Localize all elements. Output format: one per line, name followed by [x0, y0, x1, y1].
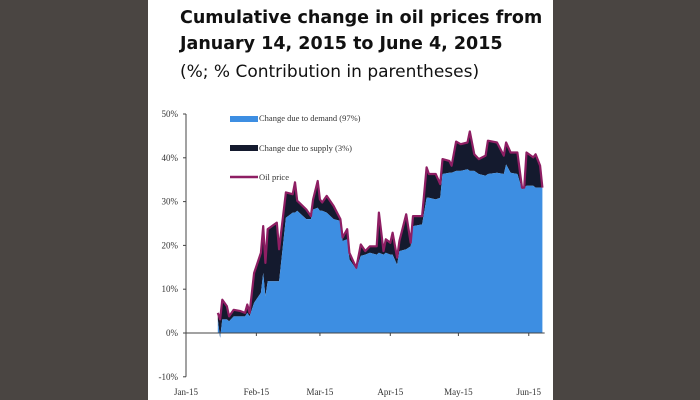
- legend-oil-label: Oil price: [259, 172, 289, 182]
- legend-supply-swatch: [230, 145, 258, 151]
- x-tick-label: Jun-15: [517, 387, 542, 397]
- y-tick-label: 0%: [166, 328, 179, 338]
- demand-area: [217, 164, 543, 338]
- supply-area: [217, 131, 543, 338]
- x-tick-label: May-15: [444, 387, 473, 397]
- y-tick-label: -10%: [159, 372, 179, 382]
- x-tick-label: Mar-15: [307, 387, 334, 397]
- chart-title-line2: January 14, 2015 to June 4, 2015: [180, 34, 503, 54]
- y-tick-label: 40%: [162, 153, 179, 163]
- chart-title: Cumulative change in oil prices from: [180, 8, 543, 28]
- oil-price-line: [216, 130, 544, 321]
- x-tick-label: Feb-15: [244, 387, 270, 397]
- x-tick-label: Jan-15: [174, 387, 198, 397]
- chart-subtitle: (%; % Contribution in parentheses): [180, 62, 480, 82]
- legend-demand-label: Change due to demand (97%): [259, 113, 361, 123]
- y-tick-label: 10%: [162, 284, 179, 294]
- y-tick-label: 30%: [162, 197, 179, 207]
- legend-supply-label: Change due to supply (3%): [259, 143, 352, 153]
- x-tick-label: Apr-15: [377, 387, 403, 397]
- legend-demand-swatch: [230, 116, 258, 122]
- y-tick-label: 20%: [162, 240, 179, 250]
- y-tick-label: 50%: [162, 109, 179, 119]
